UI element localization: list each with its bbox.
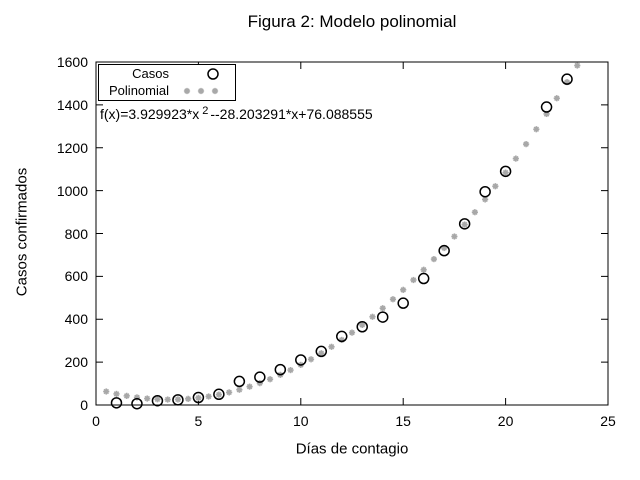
casos-point	[315, 345, 328, 358]
polinomial-point	[197, 87, 205, 95]
casos-point	[172, 394, 184, 406]
legend-item-casos: Casos	[99, 66, 235, 82]
polinomial-point	[379, 305, 386, 312]
x-tick-label: 15	[395, 413, 411, 429]
y-tick-label: 1000	[56, 182, 88, 199]
x-tick-label: 10	[293, 413, 309, 429]
polinomial-point	[174, 396, 182, 403]
casos-point	[417, 272, 430, 285]
polinomial-point	[183, 87, 191, 95]
polinomial-point	[103, 388, 110, 395]
polinomial-point	[246, 383, 253, 390]
y-tick-label: 800	[64, 225, 88, 242]
casos-point	[295, 354, 307, 366]
polinomial-point	[410, 276, 417, 284]
polinomial-point	[195, 394, 202, 401]
x-axis-label: Días de contagio	[295, 440, 409, 458]
polinomial-point	[144, 395, 151, 402]
casos-point	[254, 371, 266, 383]
polinomial-point	[430, 255, 438, 263]
y-tick-label: 1600	[56, 54, 88, 70]
polinomial-point	[348, 329, 356, 336]
formula-exponent: 2	[202, 105, 209, 117]
casos-point	[131, 397, 143, 410]
casos-point	[207, 68, 219, 80]
polinomial-point	[533, 126, 540, 133]
polinomial-point	[266, 376, 274, 383]
polinomial-point	[318, 350, 325, 357]
casos-point	[458, 218, 471, 230]
legend-label-polinomial: Polinomial	[109, 83, 169, 98]
formula-prefix: f(x)=3.929923*x	[100, 106, 200, 122]
polinomial-point	[369, 313, 376, 320]
open-circle-marker-icon	[207, 68, 219, 80]
casos-point	[110, 397, 123, 409]
polinomial-point	[215, 391, 222, 398]
polinomial-point	[205, 393, 212, 400]
x-tick-label: 0	[92, 413, 100, 429]
polinomial-point	[512, 155, 519, 162]
casos-point	[540, 101, 553, 113]
y-tick-label: 1400	[56, 96, 88, 113]
casos-point	[376, 311, 389, 323]
y-axis-label: Casos confirmados	[13, 167, 31, 297]
polinomial-point	[522, 141, 530, 148]
polinomial-point	[389, 296, 397, 303]
gray-dots-marker-icon	[183, 87, 219, 95]
y-tick-label: 200	[64, 354, 88, 371]
polinomial-point	[328, 343, 335, 350]
casos-point	[499, 165, 512, 178]
chart-title: Figura 2: Modelo polinomial	[247, 12, 457, 31]
polinomial-point	[574, 62, 581, 69]
polinomial-point	[400, 286, 407, 293]
polinomial-point	[123, 392, 130, 399]
polinomial-point	[502, 169, 509, 176]
polinomial-point	[113, 390, 120, 397]
polinomial-point	[185, 395, 192, 402]
legend-item-polinomial: Polinomial	[99, 83, 235, 99]
polinomial-point	[482, 196, 489, 203]
polinomial-point	[226, 389, 233, 396]
y-tick-label: 600	[64, 268, 88, 285]
casos-point	[233, 375, 246, 388]
polinomial-point	[307, 356, 315, 363]
fit-formula-annotation: f(x)=3.929923*x 2 --28.203291*x+76.088555	[100, 105, 373, 122]
polinomial-point	[359, 321, 366, 329]
y-tick-label: 0	[80, 397, 88, 413]
casos-point	[438, 244, 450, 257]
casos-point	[192, 391, 205, 404]
polinomial-point	[164, 396, 171, 403]
casos-point	[274, 363, 287, 376]
casos-point	[561, 73, 573, 85]
casos-point	[479, 185, 491, 198]
casos-point	[151, 394, 164, 407]
casos-point	[213, 388, 225, 401]
formula-rest: --28.203291*x+76.088555	[210, 106, 373, 122]
polinomial-point	[492, 183, 499, 190]
casos-point	[397, 297, 409, 309]
x-tick-label: 25	[600, 413, 616, 429]
polinomial-point	[451, 233, 458, 240]
polinomial-point	[543, 110, 550, 118]
polinomial-point	[471, 209, 478, 216]
polinomial-point	[461, 221, 468, 228]
polinomial-point	[236, 386, 243, 393]
x-tick-label: 20	[497, 413, 514, 429]
x-tick-label: 5	[194, 413, 203, 429]
polinomial-point	[287, 366, 294, 374]
y-tick-label: 1200	[56, 139, 88, 156]
casos-point	[356, 321, 368, 333]
casos-point	[336, 330, 348, 343]
legend-label-casos: Casos	[132, 66, 169, 81]
polinomial-point	[553, 95, 560, 102]
legend-box: Casos Polinomial	[98, 64, 236, 101]
polinomial-point	[211, 87, 219, 95]
y-tick-label: 400	[64, 311, 88, 328]
polinomial-point	[420, 266, 427, 273]
polinomial-point	[154, 396, 161, 403]
